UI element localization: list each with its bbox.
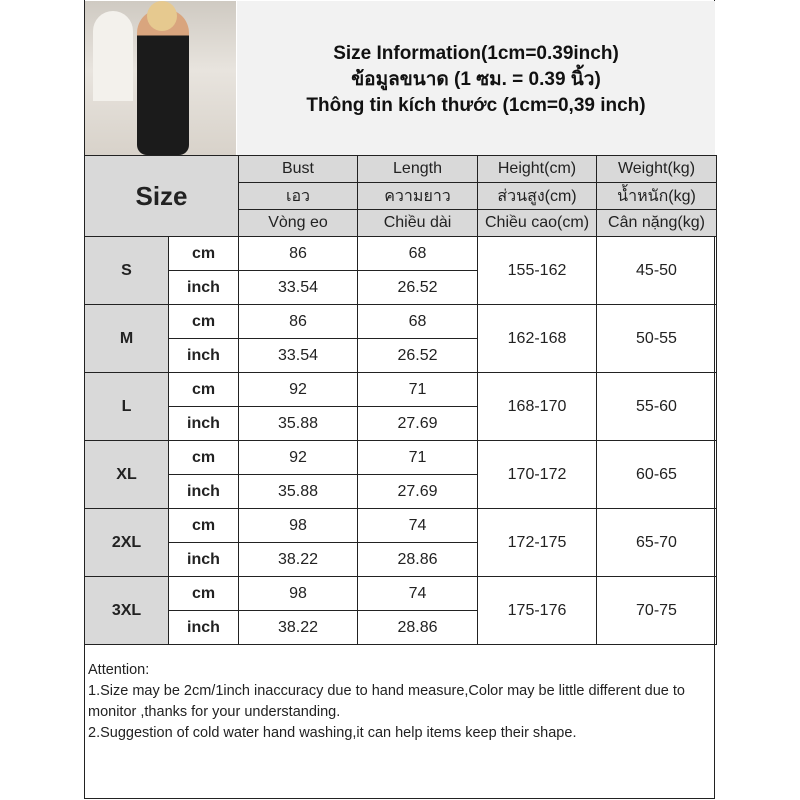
size-info-title: Size Information(1cm=0.39inch) ข้อมูลขนา… [237,1,715,155]
table-row-cm: XL cm 92 71 170-172 60-65 [84,440,717,509]
length-cm: 74 [357,508,478,543]
length-inch: 26.52 [357,338,478,373]
length-inch: 26.52 [357,270,478,305]
size-cell: 3XL [84,576,169,645]
unit-cm: cm [168,304,239,339]
bust-cm: 86 [238,304,358,339]
table-row-inch: inch 33.54 26.52 [85,270,717,305]
length-cm: 71 [357,440,478,475]
bust-cm: 92 [238,372,358,407]
height-cell: 170-172 [477,440,597,509]
length-cm: 68 [357,304,478,339]
height-cell: 175-176 [477,576,597,645]
size-cell: XL [84,440,169,509]
length-cm: 68 [357,236,478,271]
bust-inch: 35.88 [238,406,358,441]
table-row-cm: 2XL cm 98 74 172-175 65-70 [84,508,717,577]
model-head [147,1,177,31]
header-height-vi: Chiều cao(cm) [477,209,597,237]
unit-inch: inch [168,542,239,577]
weight-cell: 65-70 [596,508,717,577]
table-row-cm: L cm 92 71 168-170 55-60 [84,372,717,441]
table-row-cm: M cm 86 68 162-168 50-55 [84,304,717,373]
weight-cell: 50-55 [596,304,717,373]
header-weight-en: Weight(kg) [596,155,717,183]
weight-cell: 60-65 [596,440,717,509]
unit-cm: cm [168,440,239,475]
header-height-en: Height(cm) [477,155,597,183]
bust-cm: 98 [238,508,358,543]
size-cell: 2XL [84,508,169,577]
header-bust-th: เอว [238,182,358,210]
header-length-vi: Chiều dài [357,209,478,237]
note-2: 2.Suggestion of cold water hand washing,… [88,725,577,741]
attention-notes: Attention: 1.Size may be 2cm/1inch inacc… [88,660,713,744]
title-thai: ข้อมูลขนาด (1 ซม. = 0.39 นิ้ว) [351,69,601,90]
table-row-inch: inch 35.88 27.69 [85,474,717,509]
background-arch [93,11,133,101]
header-bust-vi: Vòng eo [238,209,358,237]
header-height-th: ส่วนสูง(cm) [477,182,597,210]
length-inch: 27.69 [357,474,478,509]
weight-cell: 45-50 [596,236,717,305]
unit-cm: cm [168,576,239,611]
length-cm: 71 [357,372,478,407]
unit-inch: inch [168,610,239,645]
model-figure [137,9,189,155]
height-cell: 155-162 [477,236,597,305]
bust-inch: 38.22 [238,542,358,577]
unit-cm: cm [168,372,239,407]
length-cm: 74 [357,576,478,611]
table-row-inch: inch 38.22 28.86 [85,542,717,577]
table-row-cm: 3XL cm 98 74 175-176 70-75 [84,576,717,645]
unit-inch: inch [168,474,239,509]
length-inch: 28.86 [357,610,478,645]
unit-inch: inch [168,406,239,441]
title-english: Size Information(1cm=0.39inch) [333,43,619,64]
header-length-en: Length [357,155,478,183]
bust-inch: 38.22 [238,610,358,645]
height-cell: 172-175 [477,508,597,577]
bust-cm: 92 [238,440,358,475]
length-inch: 28.86 [357,542,478,577]
size-table: Size Bust Length Height(cm) Weight(kg) เ… [84,155,717,645]
notes-heading: Attention: [88,662,150,678]
weight-cell: 70-75 [596,576,717,645]
bust-cm: 86 [238,236,358,271]
table-row-cm: S cm 86 68 155-162 45-50 [84,236,717,305]
header-weight-th: น้ำหนัก(kg) [596,182,717,210]
unit-cm: cm [168,236,239,271]
unit-inch: inch [168,338,239,373]
bust-cm: 98 [238,576,358,611]
length-inch: 27.69 [357,406,478,441]
size-cell: L [84,372,169,441]
unit-inch: inch [168,270,239,305]
note-1: 1.Size may be 2cm/1inch inaccuracy due t… [88,683,685,720]
size-cell: M [84,304,169,373]
bust-inch: 33.54 [238,338,358,373]
unit-cm: cm [168,508,239,543]
weight-cell: 55-60 [596,372,717,441]
size-cell: S [84,236,169,305]
size-header: Size [84,155,239,237]
bust-inch: 33.54 [238,270,358,305]
height-cell: 168-170 [477,372,597,441]
title-vietnamese: Thông tin kích thước (1cm=0,39 inch) [306,95,646,116]
height-cell: 162-168 [477,304,597,373]
header-weight-vi: Cân nặng(kg) [596,209,717,237]
header-bust-en: Bust [238,155,358,183]
header-length-th: ความยาว [357,182,478,210]
bust-inch: 35.88 [238,474,358,509]
table-row-inch: inch 38.22 28.86 [85,610,717,645]
product-photo [85,1,236,155]
